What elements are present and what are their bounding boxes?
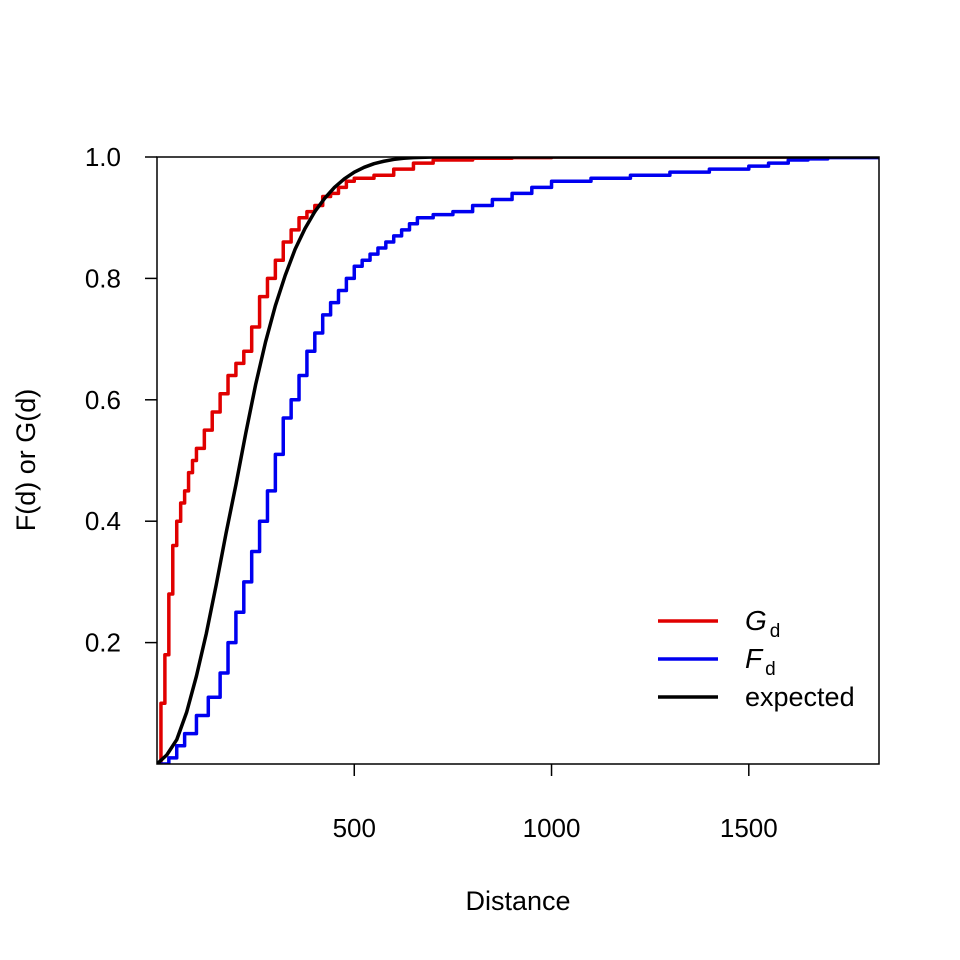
legend-subscript-f: d <box>765 659 776 680</box>
x-tick-label-1500: 1500 <box>720 813 778 843</box>
x-axis: 500 1000 1500 <box>333 764 778 843</box>
x-axis-title: Distance <box>465 886 570 916</box>
legend-symbol-f: F <box>745 643 764 674</box>
x-tick-label-1000: 1000 <box>523 813 581 843</box>
y-axis-title: F(d) or G(d) <box>11 389 41 532</box>
y-tick-label-3: 0.8 <box>85 263 121 293</box>
legend-label-expected: expected <box>745 682 855 712</box>
series-line-f <box>157 157 879 764</box>
y-tick-label-1: 0.4 <box>85 506 121 536</box>
x-tick-label-500: 500 <box>333 813 376 843</box>
y-tick-label-2: 0.6 <box>85 385 121 415</box>
legend-subscript-g: d <box>770 621 781 642</box>
y-tick-label-0: 0.2 <box>85 628 121 658</box>
legend-symbol-g: G <box>745 605 767 636</box>
series-line-g <box>157 157 879 764</box>
y-tick-label-4: 1.0 <box>85 142 121 172</box>
plot-frame <box>156 156 880 765</box>
y-axis: 0.2 0.4 0.6 0.8 1.0 <box>85 142 157 658</box>
